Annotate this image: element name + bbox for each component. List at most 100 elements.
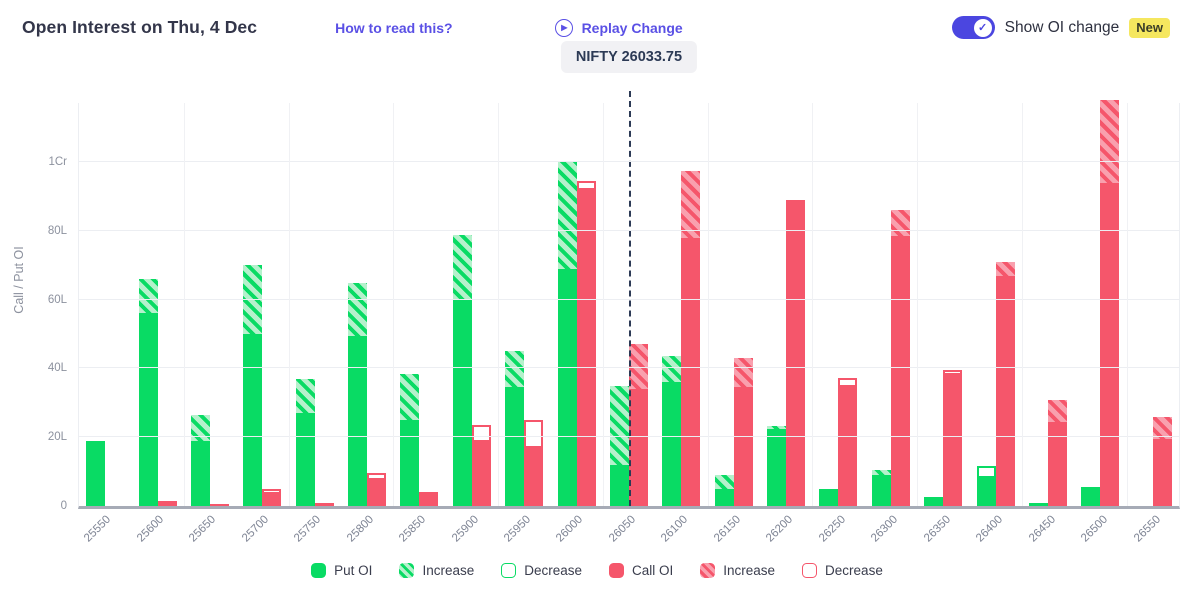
- gridline-20L: [79, 436, 1179, 437]
- gridline-vertical: [288, 103, 290, 506]
- put-bar-26300[interactable]: [871, 470, 891, 506]
- x-tick-label: 26200: [764, 513, 796, 545]
- put-oi-segment: [400, 420, 420, 506]
- chart-legend: Put OI Increase Decrease Call OI Increase Dec…: [0, 563, 1194, 578]
- legend-label: Increase: [723, 563, 776, 578]
- put-bar-26100[interactable]: [662, 356, 682, 506]
- put-bar-26050[interactable]: [609, 386, 629, 506]
- call-bar-26500[interactable]: [1100, 100, 1120, 506]
- legend-item-green-solid[interactable]: Put OI: [311, 563, 372, 578]
- put-bar-25650[interactable]: [190, 415, 210, 506]
- put-oi-segment: [714, 489, 734, 506]
- x-tick-26400: 26400: [970, 509, 1022, 555]
- put-bar-25700[interactable]: [243, 265, 263, 506]
- call-bar-25850[interactable]: [419, 492, 439, 506]
- put-bar-26000[interactable]: [557, 162, 577, 506]
- show-oi-change-toggle[interactable]: ✓: [951, 16, 995, 39]
- call-increase-segment: [681, 171, 701, 238]
- call-bar-25900[interactable]: [471, 425, 491, 506]
- call-bar-26300[interactable]: [890, 210, 910, 506]
- gridline-vertical: [1021, 103, 1023, 506]
- put-bar-26150[interactable]: [714, 475, 734, 506]
- x-tick-label: 25850: [397, 513, 429, 545]
- call-oi-segment: [890, 236, 910, 506]
- x-tick-25600: 25600: [130, 509, 182, 555]
- call-bar-25750[interactable]: [314, 503, 334, 506]
- legend-label: Decrease: [524, 563, 582, 578]
- y-tick-20L: 20L: [47, 431, 67, 443]
- nifty-spot-label: NIFTY 26033.75: [560, 41, 698, 73]
- call-bar-25800[interactable]: [367, 473, 387, 506]
- strike-group-26500: [1074, 100, 1126, 506]
- x-tick-label: 25550: [82, 513, 114, 545]
- toggle-check-icon: ✓: [973, 18, 992, 37]
- call-bar-26400[interactable]: [995, 262, 1015, 506]
- put-bar-26450[interactable]: [1028, 503, 1048, 506]
- call-bar-26150[interactable]: [733, 358, 753, 506]
- call-oi-segment: [681, 238, 701, 506]
- x-tick-label: 25800: [344, 513, 376, 545]
- call-increase-segment: [890, 210, 910, 236]
- put-bar-26200[interactable]: [767, 426, 787, 506]
- put-increase-segment: [557, 162, 577, 269]
- call-decrease-segment: [838, 378, 858, 387]
- x-tick-26350: 26350: [918, 509, 970, 555]
- legend-item-green-outline[interactable]: Decrease: [501, 563, 582, 578]
- call-bar-25950[interactable]: [524, 420, 544, 506]
- put-bar-25800[interactable]: [348, 283, 368, 506]
- plot-area: NIFTY 26033.75 0 20L 40L 60L 80L 1Cr: [48, 41, 1180, 512]
- call-bar-26000[interactable]: [576, 181, 596, 506]
- call-bar-26550[interactable]: [1152, 417, 1172, 506]
- x-tick-25550: 25550: [78, 509, 130, 555]
- page-title: Open Interest on Thu, 4 Dec: [22, 17, 258, 37]
- green-outline-swatch-icon: [501, 563, 517, 578]
- put-bar-25950[interactable]: [505, 351, 525, 506]
- put-bar-26400[interactable]: [976, 466, 996, 506]
- call-bar-25600[interactable]: [157, 501, 177, 506]
- x-axis-labels: 25550 25600 25650 25700 25750 25800 25850 25900…: [78, 509, 1180, 555]
- put-bar-25550[interactable]: [86, 441, 106, 506]
- call-oi-segment: [576, 190, 596, 506]
- put-bar-26250[interactable]: [819, 489, 839, 506]
- put-bar-25900[interactable]: [452, 235, 472, 506]
- put-bar-26350[interactable]: [924, 497, 944, 506]
- call-increase-segment: [628, 344, 648, 389]
- legend-item-red-outline[interactable]: Decrease: [802, 563, 883, 578]
- put-bar-25600[interactable]: [138, 279, 158, 506]
- put-bar-25850[interactable]: [400, 374, 420, 506]
- call-bar-26250[interactable]: [838, 378, 858, 506]
- x-tick-26550: 26550: [1127, 509, 1179, 555]
- call-oi-segment: [419, 492, 439, 506]
- x-tick-25750: 25750: [288, 509, 340, 555]
- replay-change-button[interactable]: ▶ Replay Change: [554, 18, 683, 37]
- strike-group-26300: [865, 103, 917, 506]
- call-bar-25650[interactable]: [209, 504, 229, 506]
- put-oi-segment: [662, 382, 682, 506]
- new-badge: New: [1129, 17, 1170, 38]
- legend-item-red-hatch[interactable]: Increase: [700, 563, 775, 578]
- legend-item-green-hatch[interactable]: Increase: [399, 563, 474, 578]
- x-tick-label: 26250: [816, 513, 848, 545]
- call-bar-26050[interactable]: [628, 344, 648, 506]
- x-tick-label: 25900: [449, 513, 481, 545]
- call-bar-26450[interactable]: [1047, 400, 1067, 506]
- gridline-60L: [79, 299, 1179, 300]
- x-tick-26200: 26200: [760, 509, 812, 555]
- legend-item-red-solid[interactable]: Call OI: [609, 563, 673, 578]
- how-to-read-link[interactable]: How to read this?: [335, 19, 453, 36]
- call-oi-segment: [628, 389, 648, 506]
- green-hatch-swatch-icon: [399, 563, 415, 578]
- legend-label: Call OI: [632, 563, 674, 578]
- call-bar-26100[interactable]: [681, 171, 701, 506]
- gridline-vertical: [1126, 103, 1128, 506]
- put-increase-segment: [767, 426, 787, 429]
- put-bar-25750[interactable]: [295, 379, 315, 506]
- call-bar-26200[interactable]: [786, 200, 806, 506]
- call-bar-26350[interactable]: [943, 370, 963, 506]
- x-tick-26100: 26100: [655, 509, 707, 555]
- call-oi-segment: [209, 504, 229, 506]
- gridline-vertical: [917, 103, 919, 506]
- x-tick-label: 26150: [711, 513, 744, 545]
- call-bar-25700[interactable]: [262, 489, 282, 506]
- put-bar-26500[interactable]: [1081, 487, 1101, 506]
